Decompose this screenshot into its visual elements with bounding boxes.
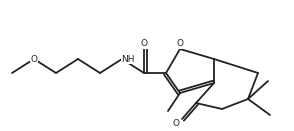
Text: NH: NH <box>121 54 135 64</box>
Text: O: O <box>176 40 183 48</box>
Text: O: O <box>141 40 148 48</box>
Text: O: O <box>31 54 38 64</box>
Text: O: O <box>173 119 180 129</box>
